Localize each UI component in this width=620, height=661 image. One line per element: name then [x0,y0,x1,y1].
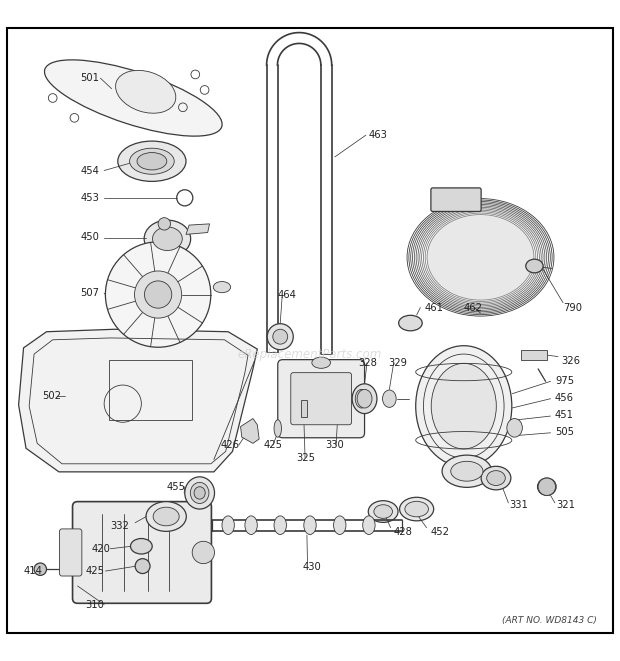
Text: 425: 425 [86,566,105,576]
Circle shape [538,478,556,496]
Circle shape [144,281,172,308]
Ellipse shape [153,507,179,525]
Text: 428: 428 [394,527,412,537]
Text: 507: 507 [81,288,100,298]
Ellipse shape [45,60,222,136]
Text: 461: 461 [425,303,444,313]
Ellipse shape [146,502,186,531]
Polygon shape [521,350,547,360]
Bar [301,400,307,417]
Text: 505: 505 [555,426,574,436]
Text: 321: 321 [557,500,576,510]
Ellipse shape [481,466,511,490]
Text: 464: 464 [278,290,296,300]
Ellipse shape [507,418,522,437]
Ellipse shape [400,497,434,521]
Ellipse shape [368,500,398,522]
FancyBboxPatch shape [60,529,82,576]
Ellipse shape [118,141,186,181]
Polygon shape [241,418,259,444]
Ellipse shape [383,390,396,407]
FancyBboxPatch shape [291,373,352,425]
Ellipse shape [442,455,492,487]
Ellipse shape [274,420,281,437]
Text: 310: 310 [86,600,104,609]
Text: (ART NO. WD8143 C): (ART NO. WD8143 C) [502,616,596,625]
Text: 328: 328 [358,358,377,368]
Ellipse shape [144,220,191,257]
Text: 463: 463 [369,130,388,140]
Ellipse shape [427,215,534,300]
Text: 452: 452 [431,527,450,537]
Ellipse shape [374,505,392,518]
Ellipse shape [538,478,556,496]
Ellipse shape [153,227,182,251]
Ellipse shape [213,282,231,293]
Bar [108,360,192,420]
Circle shape [192,541,215,564]
Text: 790: 790 [563,303,582,313]
Text: 450: 450 [81,233,99,243]
Ellipse shape [355,389,368,408]
Ellipse shape [130,148,174,175]
Text: 501: 501 [81,73,100,83]
Circle shape [135,559,150,574]
Text: 462: 462 [464,303,483,313]
Text: 326: 326 [561,356,580,366]
Text: 331: 331 [510,500,528,510]
Ellipse shape [432,364,496,449]
Text: 420: 420 [92,544,110,554]
Ellipse shape [451,461,483,481]
Text: 454: 454 [81,165,99,176]
Text: 414: 414 [24,566,42,576]
Ellipse shape [190,483,209,504]
Text: 502: 502 [42,391,61,401]
FancyBboxPatch shape [73,502,211,603]
Text: 975: 975 [555,376,574,386]
Ellipse shape [405,501,428,517]
Ellipse shape [312,357,330,368]
Ellipse shape [363,516,375,535]
Text: 455: 455 [166,482,185,492]
Text: 426: 426 [220,440,239,450]
Text: 451: 451 [555,410,574,420]
Ellipse shape [399,315,422,330]
Ellipse shape [194,486,205,499]
Text: 325: 325 [296,453,316,463]
Text: 332: 332 [110,521,129,531]
Ellipse shape [357,389,372,408]
Text: 453: 453 [81,193,99,203]
Circle shape [135,271,182,318]
FancyBboxPatch shape [278,360,365,438]
Ellipse shape [267,324,293,350]
Ellipse shape [131,539,153,554]
Text: 456: 456 [555,393,574,403]
Ellipse shape [352,384,377,414]
Ellipse shape [137,153,167,170]
Ellipse shape [245,516,257,535]
Text: 329: 329 [389,358,408,368]
Ellipse shape [415,346,512,467]
Circle shape [34,563,46,575]
Ellipse shape [274,516,286,535]
Ellipse shape [185,477,215,509]
Circle shape [105,242,211,347]
Polygon shape [19,329,257,472]
Text: eReplacementParts.com: eReplacementParts.com [238,348,382,360]
Text: 330: 330 [326,440,344,450]
Ellipse shape [334,516,346,535]
Ellipse shape [222,516,234,535]
Ellipse shape [487,471,505,485]
Ellipse shape [115,70,176,113]
FancyBboxPatch shape [431,188,481,212]
Ellipse shape [273,329,288,344]
Ellipse shape [304,516,316,535]
Text: 425: 425 [264,440,283,450]
Ellipse shape [526,259,543,273]
Polygon shape [186,224,210,235]
Circle shape [158,217,170,230]
Text: 430: 430 [303,563,321,572]
